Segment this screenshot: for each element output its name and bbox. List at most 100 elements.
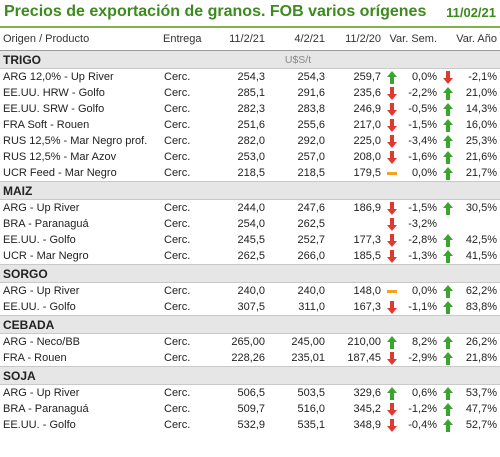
var-anio-value: 47,7% bbox=[465, 403, 498, 415]
price-4-2-21: 516,0 bbox=[297, 403, 325, 415]
var-sem-value: -2,8% bbox=[408, 234, 438, 246]
var-anio-value: 30,5% bbox=[465, 202, 498, 214]
arrow-down-icon bbox=[387, 233, 397, 247]
var-sem-value: 0,0% bbox=[411, 71, 438, 83]
product-name: ARG 12,0% - Up River bbox=[3, 71, 114, 83]
col-header-var-sem: Var. Sem. bbox=[384, 28, 441, 51]
arrow-down-icon bbox=[387, 249, 397, 263]
var-anio-value: 14,3% bbox=[465, 103, 498, 115]
price-11-2-21: 262,5 bbox=[237, 250, 265, 262]
var-anio-indicator bbox=[440, 283, 456, 300]
price-11-2-21: 244,0 bbox=[237, 202, 265, 214]
var-anio-indicator bbox=[440, 200, 456, 217]
arrow-down-icon bbox=[387, 102, 397, 116]
flat-dash-icon bbox=[387, 171, 397, 175]
table-row: UCR Feed - Mar Negro Cerc. 218,5 218,5 179,5… bbox=[0, 165, 500, 182]
var-sem-value: -0,4% bbox=[408, 419, 438, 431]
var-sem-indicator bbox=[384, 165, 400, 182]
var-sem-indicator bbox=[384, 69, 400, 86]
table-row: RUS 12,5% - Mar Azov Cerc. 253,0 257,0 208,0… bbox=[0, 149, 500, 165]
price-11-2-20: 329,6 bbox=[353, 387, 381, 399]
product-name: ARG - Up River bbox=[3, 285, 80, 297]
arrow-up-icon bbox=[443, 300, 454, 314]
product-name: EE.UU. SRW - Golfo bbox=[3, 103, 105, 115]
arrow-down-icon bbox=[387, 351, 397, 365]
price-11-2-20: 186,9 bbox=[353, 202, 381, 214]
var-sem-indicator bbox=[384, 216, 400, 232]
delivery-cell: Cerc. bbox=[164, 151, 191, 163]
product-name: ARG - Neco/BB bbox=[3, 336, 81, 348]
product-name: ARG - Up River bbox=[3, 202, 80, 214]
prices-table: Origen / Producto Entrega 11/2/21 4/2/21… bbox=[0, 28, 500, 433]
delivery-cell: Cerc. bbox=[164, 71, 191, 83]
arrow-up-icon bbox=[443, 201, 454, 215]
report-date: 11/02/21 bbox=[446, 5, 496, 20]
var-sem-indicator bbox=[384, 350, 400, 367]
var-anio-value: 21,8% bbox=[465, 352, 498, 364]
var-anio-value: 42,5% bbox=[465, 234, 498, 246]
product-name: EE.UU. - Golfo bbox=[3, 419, 76, 431]
table-row: ARG - Neco/BB Cerc. 265,00 245,00 210,00 8,2%… bbox=[0, 334, 500, 351]
var-sem-indicator bbox=[384, 117, 400, 133]
var-sem-indicator bbox=[384, 133, 400, 149]
var-anio-indicator bbox=[440, 117, 456, 133]
price-11-2-20: 179,5 bbox=[353, 167, 381, 179]
delivery-cell: Cerc. bbox=[164, 103, 191, 115]
delivery-cell: Cerc. bbox=[164, 285, 191, 297]
price-11-2-20: 177,3 bbox=[353, 234, 381, 246]
product-name: FRA Soft - Rouen bbox=[3, 119, 90, 131]
var-anio-value: 52,7% bbox=[465, 419, 498, 431]
price-4-2-21: 252,7 bbox=[297, 234, 325, 246]
arrow-down-icon bbox=[443, 70, 454, 84]
var-sem-indicator bbox=[384, 385, 400, 402]
price-11-2-21: 251,6 bbox=[237, 119, 265, 131]
table-row: BRA - Paranaguá Cerc. 254,0 262,5 -3,2% bbox=[0, 216, 500, 232]
var-anio-value: -2,1% bbox=[468, 71, 498, 83]
delivery-cell: Cerc. bbox=[164, 119, 191, 131]
arrow-down-icon bbox=[387, 300, 397, 314]
var-anio-value: 21,6% bbox=[465, 151, 498, 163]
delivery-cell: Cerc. bbox=[164, 403, 191, 415]
price-11-2-20 bbox=[328, 216, 384, 232]
var-anio-value: 16,0% bbox=[465, 119, 498, 131]
var-sem-value: -1,5% bbox=[408, 119, 438, 131]
price-11-2-21: 532,9 bbox=[237, 419, 265, 431]
price-11-2-20: 210,00 bbox=[347, 336, 381, 348]
product-name: FRA - Rouen bbox=[3, 352, 67, 364]
section-spacer bbox=[268, 315, 328, 334]
table-row: ARG 12,0% - Up River Cerc. 254,3 254,3 259,7… bbox=[0, 69, 500, 86]
var-sem-value: -2,9% bbox=[408, 352, 438, 364]
price-11-2-21: 265,00 bbox=[231, 336, 265, 348]
var-sem-value: -1,3% bbox=[408, 250, 438, 262]
price-11-2-21: 506,5 bbox=[237, 387, 265, 399]
section-spacer bbox=[328, 181, 500, 200]
arrow-up-icon bbox=[443, 134, 454, 148]
flat-dash-icon bbox=[387, 289, 397, 293]
var-anio-indicator bbox=[440, 165, 456, 182]
product-name: RUS 12,5% - Mar Negro prof. bbox=[3, 135, 148, 147]
delivery-cell: Cerc. bbox=[164, 250, 191, 262]
arrow-up-icon bbox=[443, 386, 454, 400]
arrow-up-icon bbox=[443, 402, 454, 416]
arrow-up-icon bbox=[443, 102, 454, 116]
price-11-2-20: 225,0 bbox=[353, 135, 381, 147]
price-4-2-21: 291,6 bbox=[297, 87, 325, 99]
price-4-2-21: 254,3 bbox=[297, 71, 325, 83]
var-sem-indicator bbox=[384, 401, 400, 417]
table-row: UCR - Mar Negro Cerc. 262,5 266,0 185,5 -1,3%… bbox=[0, 248, 500, 265]
price-11-2-21: 285,1 bbox=[237, 87, 265, 99]
report-header: Precios de exportación de granos. FOB va… bbox=[0, 0, 500, 28]
arrow-down-icon bbox=[387, 150, 397, 164]
product-name: ARG - Up River bbox=[3, 387, 80, 399]
var-sem-indicator bbox=[384, 334, 400, 351]
price-11-2-21: 254,0 bbox=[237, 218, 265, 230]
product-name: UCR - Mar Negro bbox=[3, 250, 89, 262]
col-header-11-2-21: 11/2/21 bbox=[212, 28, 268, 51]
var-sem-value: 0,6% bbox=[411, 387, 438, 399]
table-row: ARG - Up River Cerc. 240,0 240,0 148,0 0,0% 62… bbox=[0, 283, 500, 300]
price-4-2-21: 218,5 bbox=[297, 167, 325, 179]
section-title: TRIGO bbox=[0, 50, 268, 69]
arrow-up-icon bbox=[443, 166, 454, 180]
header-row: Origen / Producto Entrega 11/2/21 4/2/21… bbox=[0, 28, 500, 51]
delivery-cell: Cerc. bbox=[164, 336, 191, 348]
